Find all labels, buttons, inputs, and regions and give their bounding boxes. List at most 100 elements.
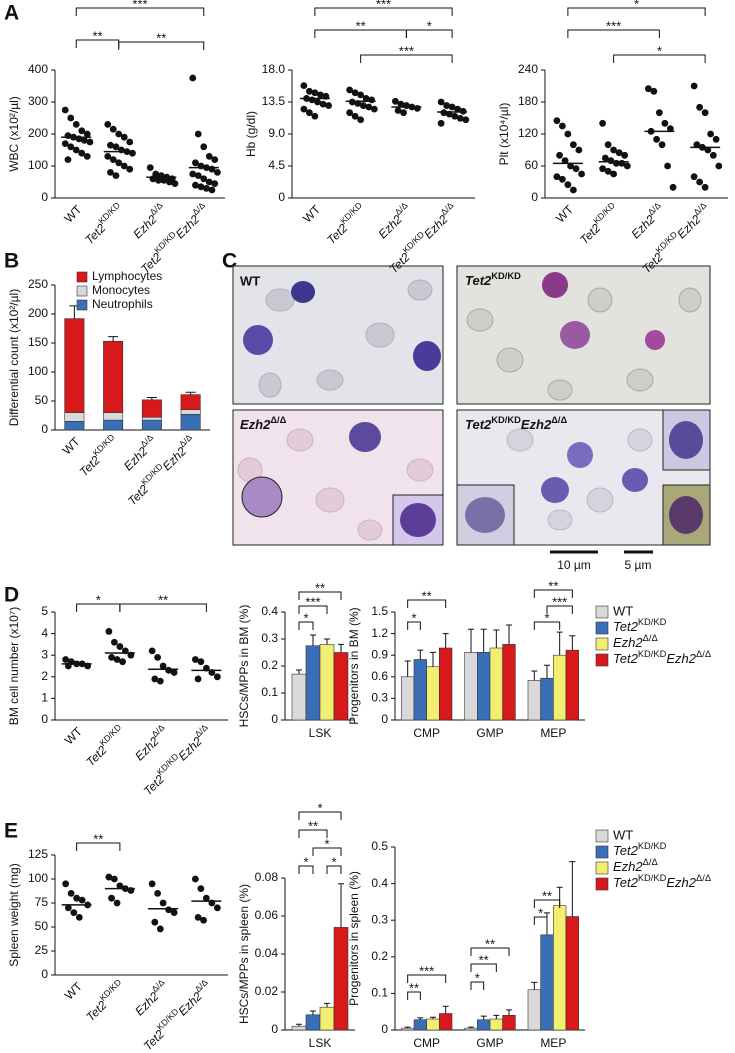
legend-label: Tet2KD/KD <box>613 841 667 858</box>
y-tick-label: 0.06 <box>255 908 279 922</box>
cell <box>560 321 590 349</box>
significance-bracket <box>119 603 207 612</box>
x-tick-label: Ezh2Δ/Δ <box>374 200 415 241</box>
significance-label: * <box>331 854 336 869</box>
error-bar <box>480 628 487 653</box>
significance-label: *** <box>399 43 414 58</box>
significance-bracket <box>298 829 328 838</box>
error-bar <box>544 664 550 679</box>
error-bar <box>108 336 119 342</box>
y-tick-label: 0.1 <box>261 685 278 699</box>
error-bar <box>417 649 424 660</box>
x-tick-label: Tet2KD/KD <box>81 722 128 769</box>
y-tick-label: 180 <box>518 94 538 108</box>
dot <box>148 880 156 888</box>
dot <box>623 162 631 170</box>
bar-segment <box>141 419 162 431</box>
x-tick-label: LSK <box>309 1036 332 1050</box>
dot <box>564 181 572 189</box>
y-tick-label: 250 <box>28 277 48 291</box>
dot <box>365 103 373 111</box>
y-tick-label: 0.9 <box>371 647 388 661</box>
dot <box>610 170 618 178</box>
dot <box>156 925 164 933</box>
error-bar <box>531 981 538 990</box>
cell <box>645 330 665 350</box>
y-tick-label: 25 <box>35 943 49 957</box>
error-bar <box>506 1009 512 1016</box>
y-tick-label: 4.5 <box>268 158 285 172</box>
y-tick-label: 0.6 <box>371 669 388 683</box>
cell <box>400 503 436 537</box>
significance-bracket <box>298 605 328 614</box>
dot <box>368 96 376 104</box>
dot <box>191 656 199 663</box>
dot <box>448 103 456 111</box>
bar <box>477 1019 491 1031</box>
dot <box>621 151 629 159</box>
dot <box>658 141 666 149</box>
bar-segment <box>103 419 124 431</box>
dot <box>578 170 585 178</box>
error-bar <box>146 397 157 400</box>
y-tick-label: 1 <box>41 691 48 705</box>
x-tick-label: Tet2KD/KDEzh2Δ/Δ <box>123 432 199 508</box>
x-tick-label: WT <box>62 202 86 226</box>
scale-bar-label: 5 µm <box>625 558 652 572</box>
dot <box>454 105 462 113</box>
dot <box>325 102 332 109</box>
error-bar <box>493 629 500 648</box>
bar <box>426 666 440 721</box>
dot <box>120 133 128 141</box>
significance-bracket <box>360 54 453 63</box>
dot <box>126 138 134 146</box>
dot <box>553 173 561 181</box>
dot <box>696 103 704 111</box>
bar <box>291 673 307 721</box>
dot <box>370 105 378 113</box>
significance-bracket <box>533 589 573 598</box>
bar <box>413 1019 427 1031</box>
bar <box>291 1025 307 1031</box>
dot <box>189 170 197 178</box>
cell <box>241 476 283 518</box>
bar-segment <box>103 412 124 421</box>
significance-bracket <box>470 963 497 972</box>
dot <box>305 109 313 117</box>
y-tick-label: 0 <box>41 422 48 436</box>
bar-segment <box>141 399 162 418</box>
dot <box>655 109 663 117</box>
dot <box>151 675 159 683</box>
x-tick-label: Ezh2Δ/Δ <box>130 977 171 1018</box>
significance-label: * <box>324 836 329 851</box>
y-tick-label: 0 <box>271 1022 278 1036</box>
y-tick-label: 125 <box>28 847 48 861</box>
dot <box>669 183 677 191</box>
dot <box>599 119 607 127</box>
error-bar <box>296 1023 302 1027</box>
significance-label: ** <box>158 592 168 607</box>
dot <box>346 109 354 117</box>
dot <box>690 82 698 90</box>
dot <box>83 130 91 138</box>
dot <box>451 112 459 120</box>
dot <box>653 135 660 143</box>
dot <box>359 102 367 109</box>
y-tick-label: 5 <box>41 604 48 618</box>
cell <box>669 496 703 534</box>
y-tick-label: 0.2 <box>371 949 388 963</box>
dot <box>696 178 704 186</box>
significance-bracket <box>533 899 561 908</box>
legend-swatch <box>595 653 609 667</box>
y-tick-label: 0 <box>278 190 285 204</box>
y-tick-label: 18.0 <box>262 62 286 76</box>
significance-bracket <box>407 991 421 1000</box>
bar <box>540 677 554 721</box>
significance-label: ** <box>92 28 102 43</box>
significance-label: * <box>96 592 101 607</box>
dot <box>171 180 179 188</box>
significance-bracket <box>407 599 447 608</box>
panel-label: D <box>4 584 19 607</box>
significance-label: *** <box>552 594 567 609</box>
